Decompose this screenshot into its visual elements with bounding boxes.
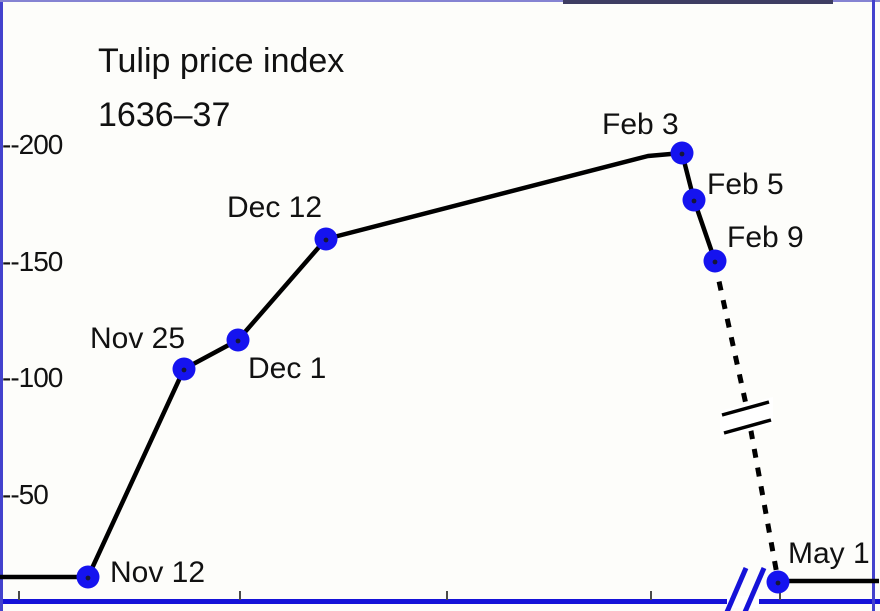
y-tick-label-100: --100: [2, 362, 63, 393]
y-tick-label-200: --200: [2, 129, 63, 160]
y-tick-label-50: --50: [2, 479, 49, 510]
point-label-feb-5: Feb 5: [707, 168, 784, 201]
data-point-center-nov-25: [181, 367, 187, 373]
x-axis-break-slash: [724, 567, 749, 611]
line-break-mark: [721, 400, 770, 417]
data-point-center-feb-3: [679, 151, 685, 157]
frame-border-top: [0, 0, 880, 2]
data-point-center-dec-1: [235, 338, 241, 344]
chart-title-line1: Tulip price index: [98, 42, 345, 80]
data-point-center-feb-5: [691, 198, 697, 204]
x-axis-line: [0, 599, 880, 604]
y-tick-label-150: --150: [2, 246, 63, 277]
point-label-dec-12: Dec 12: [227, 191, 323, 224]
data-point-center-may-1: [775, 580, 781, 586]
data-point-center-dec-12: [323, 237, 329, 243]
line-break-gap: [720, 397, 773, 439]
frame-border-right: [872, 0, 875, 611]
frame-top-dark-segment: [563, 0, 833, 4]
chart-title-line2: 1636–37: [98, 96, 231, 134]
data-point-center-nov-12: [85, 575, 91, 581]
x-axis-break-slash: [742, 567, 767, 611]
data-point-center-feb-9: [712, 259, 718, 265]
point-label-dec-1: Dec 1: [248, 352, 327, 385]
frame-border-left: [0, 0, 3, 611]
point-label-may-1: May 1: [788, 537, 870, 570]
point-label-feb-3: Feb 3: [602, 108, 679, 141]
point-label-feb-9: Feb 9: [727, 221, 804, 254]
chart-title: Tulip price index 1636–37: [98, 34, 344, 142]
point-label-nov-12: Nov 12: [110, 556, 206, 589]
price-line-solid: [0, 150, 718, 580]
line-break-mark: [723, 418, 772, 435]
point-label-nov-25: Nov 25: [90, 322, 186, 355]
